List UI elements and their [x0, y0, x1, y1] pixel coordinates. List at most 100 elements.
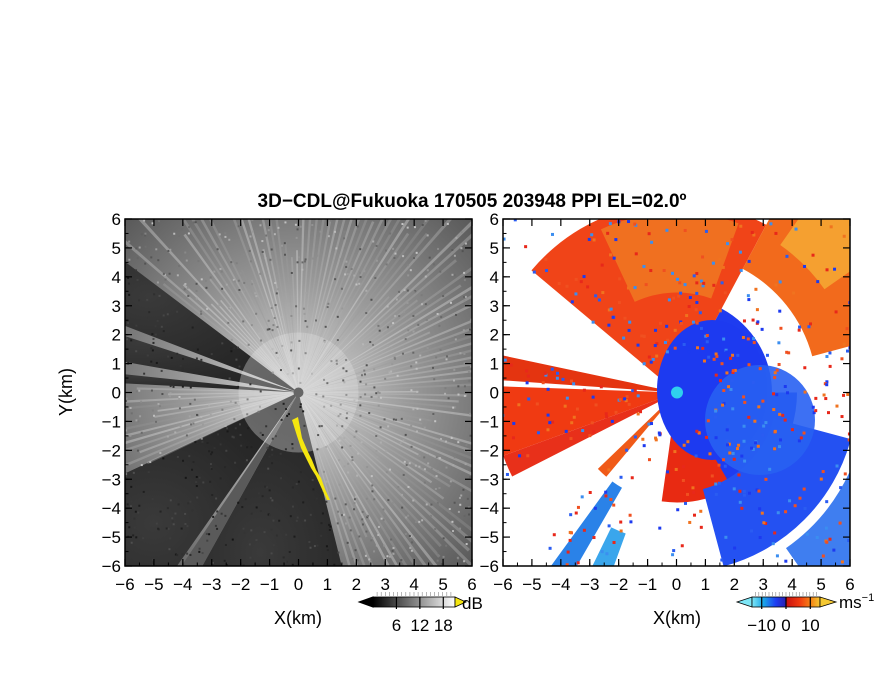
- right-velocity-pixel: [775, 554, 779, 558]
- y-tick-label: 6: [490, 210, 499, 229]
- left-noise-pixel: [459, 503, 462, 506]
- left-noise-pixel: [171, 520, 174, 523]
- left-noise-pixel: [465, 543, 468, 546]
- left-noise-pixel: [411, 541, 414, 544]
- right-velocity-pixel: [701, 346, 705, 350]
- left-noise-pixel: [392, 322, 395, 325]
- left-noise-pixel: [271, 348, 274, 351]
- left-noise-pixel: [258, 496, 261, 499]
- right-velocity-pixel: [544, 257, 548, 261]
- right-velocity-pixel: [600, 550, 604, 554]
- right-velocity-pixel: [730, 378, 734, 382]
- left-noise-pixel: [162, 272, 165, 275]
- right-velocity-pixel: [771, 542, 775, 546]
- left-noise-pixel: [251, 219, 254, 222]
- left-colorbar: 6 12 18 dB: [357, 592, 483, 635]
- left-noise-pixel: [224, 543, 227, 546]
- right-velocity-pixel: [774, 283, 778, 287]
- left-noise-pixel: [399, 441, 402, 444]
- left-noise-pixel: [367, 514, 370, 517]
- left-noise-pixel: [271, 448, 274, 451]
- right-velocity-pixel: [778, 280, 782, 284]
- left-noise-pixel: [233, 280, 236, 283]
- left-noise-pixel: [468, 379, 471, 382]
- left-noise-pixel: [284, 221, 287, 224]
- left-noise-pixel: [353, 435, 356, 438]
- right-velocity-pixel: [565, 563, 569, 566]
- right-velocity-pixel: [641, 437, 645, 441]
- left-beam-streak: [190, 219, 299, 393]
- left-beam-streak: [298, 392, 451, 488]
- left-noise-pixel: [151, 564, 154, 566]
- left-noise-pixel: [315, 393, 318, 396]
- left-noise-pixel: [159, 451, 162, 454]
- left-noise-pixel: [284, 448, 287, 451]
- right-velocity-pixel: [552, 533, 556, 537]
- left-noise-pixel: [206, 539, 209, 542]
- left-noise-pixel: [143, 219, 146, 222]
- left-noise-pixel: [410, 549, 413, 552]
- left-noise-pixel: [270, 552, 273, 555]
- left-noise-pixel: [192, 221, 195, 224]
- right-velocity-pixel: [575, 179, 578, 182]
- left-noise-pixel: [351, 459, 354, 462]
- right-colorbar-unit-base: ms: [839, 593, 862, 612]
- left-noise-pixel: [210, 467, 213, 470]
- right-velocity-pixel: [609, 253, 613, 257]
- right-velocity-pixel: [704, 229, 708, 233]
- left-noise-pixel: [401, 493, 404, 496]
- left-noise-pixel: [136, 257, 139, 260]
- left-noise-pixel: [266, 446, 269, 449]
- left-noise-pixel: [339, 403, 342, 406]
- right-velocity-pixel: [691, 486, 695, 490]
- right-velocity-pixel: [581, 570, 584, 573]
- left-noise-pixel: [181, 367, 184, 370]
- right-velocity-pixel: [829, 225, 833, 229]
- left-noise-pixel: [166, 507, 169, 510]
- left-noise-pixel: [445, 355, 448, 358]
- right-velocity-pixel: [619, 520, 623, 524]
- left-noise-pixel: [293, 535, 296, 538]
- right-velocity-pixel: [576, 561, 580, 565]
- left-noise-pixel: [436, 559, 439, 562]
- right-velocity-pixel: [765, 353, 769, 357]
- left-noise-pixel: [437, 247, 440, 250]
- left-beam-streak: [298, 392, 468, 397]
- right-colorbar-max-arrow: [819, 596, 838, 608]
- left-noise-pixel: [453, 456, 456, 459]
- right-velocity-pixel: [569, 437, 573, 441]
- right-velocity-pixel: [768, 467, 772, 471]
- x-tick-label: 3: [759, 575, 768, 594]
- left-noise-pixel: [469, 328, 472, 331]
- left-noise-pixel: [407, 274, 410, 277]
- left-noise-pixel: [420, 303, 423, 306]
- left-noise-pixel: [216, 248, 219, 251]
- right-velocity-pixel: [742, 489, 746, 493]
- left-noise-pixel: [303, 424, 306, 427]
- right-velocity-pixel: [842, 234, 846, 238]
- left-noise-pixel: [238, 290, 241, 293]
- left-beam-streak: [298, 219, 431, 393]
- left-noise-pixel: [366, 516, 369, 519]
- y-tick-label: −1: [480, 412, 499, 431]
- y-tick-label: 6: [112, 210, 121, 229]
- right-velocity-pixel: [758, 536, 762, 540]
- right-velocity-pixel: [747, 491, 751, 495]
- left-noise-pixel: [144, 232, 147, 235]
- right-velocity-pixel: [839, 486, 843, 490]
- left-noise-pixel: [393, 356, 396, 359]
- left-noise-pixel: [258, 332, 261, 335]
- left-noise-pixel: [403, 439, 406, 442]
- right-velocity-pixel: [721, 265, 725, 269]
- left-noise-pixel: [169, 499, 172, 502]
- left-noise-pixel: [200, 278, 203, 281]
- left-noise-pixel: [316, 254, 319, 257]
- left-noise-pixel: [426, 454, 429, 457]
- left-noise-pixel: [200, 312, 203, 315]
- left-beam-streak: [298, 219, 368, 393]
- left-noise-pixel: [401, 506, 404, 509]
- x-tick-label: 4: [787, 575, 796, 594]
- right-velocity-pixel: [814, 409, 818, 413]
- left-noise-pixel: [200, 415, 203, 418]
- left-noise-pixel: [211, 494, 214, 497]
